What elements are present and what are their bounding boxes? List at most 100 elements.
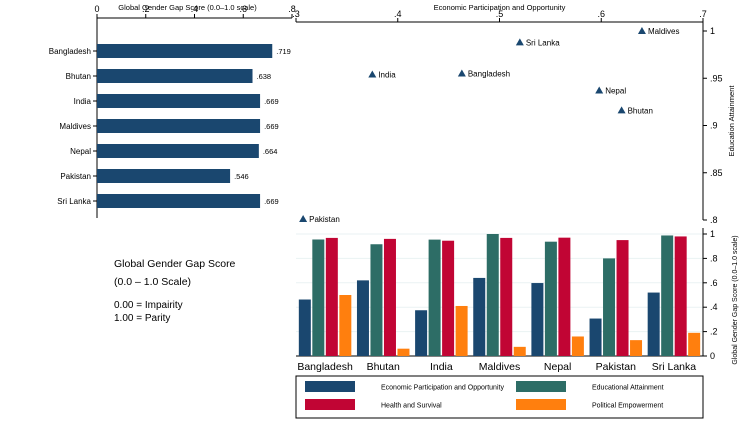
legend-swatch — [305, 381, 355, 392]
hbar-value-label: .669 — [264, 97, 279, 106]
group-bar — [674, 236, 687, 356]
hbar-value-label: .669 — [264, 122, 279, 131]
legend-swatch — [305, 399, 355, 410]
hbar-bar — [97, 44, 273, 58]
notes-line-1: 0.00 = Impairity — [114, 300, 183, 311]
legend-label: Educational Attainment — [592, 385, 664, 392]
scatter-point-label: Sri Lanka — [526, 38, 560, 47]
hbar-category-label: Pakistan — [60, 172, 91, 181]
hbar-category-label: Sri Lanka — [57, 197, 91, 206]
group-bar — [647, 292, 660, 356]
scatter-y-tick-label: .95 — [710, 73, 723, 83]
scatter-point — [457, 69, 466, 77]
scatter-point-label: Nepal — [605, 87, 626, 96]
group-bar — [397, 348, 410, 356]
scatter-point-label: Bhutan — [628, 106, 653, 115]
group-bar — [356, 280, 369, 356]
group-bar — [630, 340, 643, 356]
scatter-x-tick-label: .6 — [597, 9, 605, 19]
hbar-bar — [97, 94, 261, 108]
notes-panel: Global Gender Gap Score (0.0 – 1.0 Scale… — [114, 258, 235, 324]
group-bar — [531, 283, 544, 356]
hbar-x-tick-label: .8 — [288, 4, 296, 14]
scatter-x-tick-label: .5 — [496, 9, 504, 19]
scatter-point — [637, 27, 646, 34]
group-bar — [428, 239, 441, 356]
group-bar — [513, 346, 526, 356]
scatter-point — [617, 106, 626, 114]
scatter-point — [299, 215, 308, 223]
hbar-value-label: .719 — [276, 47, 291, 56]
hbar-category-label: Maldives — [59, 122, 91, 131]
hbar-bar — [97, 119, 261, 133]
group-bar — [616, 240, 629, 356]
hbar-bar — [97, 144, 259, 158]
hbar-category-label: India — [74, 97, 92, 106]
group-bar — [589, 318, 602, 356]
group-bar — [455, 305, 468, 356]
legend-label: Economic Participation and Opportunity — [381, 385, 504, 392]
hbar-x-tick-label: .6 — [239, 4, 247, 14]
legend-label: Health and Survival — [381, 403, 442, 410]
hbar-value-label: .664 — [263, 147, 278, 156]
legend-label: Political Empowerment — [592, 403, 663, 410]
group-category-label: Pakistan — [596, 361, 636, 373]
hbar-category-label: Bangladesh — [49, 47, 91, 56]
group-bar — [603, 258, 616, 356]
notes-line-2: 1.00 = Parity — [114, 313, 171, 324]
scatter-point — [595, 86, 604, 94]
group-bar — [661, 235, 674, 356]
hbar-value-label: .669 — [264, 197, 279, 206]
group-bar — [370, 244, 383, 356]
group-bar — [339, 295, 352, 356]
scatter-point-label: Pakistan — [309, 215, 340, 224]
hbar-bar — [97, 69, 253, 83]
scatter-y-tick-label: .8 — [710, 215, 718, 225]
scatter-plot-area — [296, 22, 703, 220]
group-bar — [415, 310, 428, 356]
group-bar — [473, 277, 486, 356]
group-y-tick-label: 0 — [710, 351, 715, 361]
hbar-category-label: Nepal — [70, 147, 91, 156]
group-y-tick-label: .6 — [710, 278, 718, 288]
group-bar — [312, 239, 325, 356]
group-bar — [442, 240, 455, 356]
scatter-point — [515, 38, 524, 46]
scatter-y-tick-label: .85 — [710, 168, 723, 178]
scatter-point-label: Bangladesh — [468, 70, 510, 79]
scatter-point-label: India — [378, 70, 396, 79]
scatter-y-title: Education Attainment — [727, 85, 736, 157]
scatter-point — [368, 70, 377, 78]
hbar-x-tick-label: .4 — [191, 4, 199, 14]
group-bar — [544, 241, 557, 356]
hbar-value-label: .638 — [257, 72, 272, 81]
group-y-tick-label: .4 — [710, 302, 718, 312]
group-category-label: Bhutan — [367, 361, 400, 373]
legend-swatch — [516, 399, 566, 410]
group-bar — [571, 336, 584, 356]
group-bar — [500, 237, 513, 356]
scatter-x-tick-label: .7 — [699, 9, 707, 19]
scatter-y-tick-label: .9 — [710, 121, 718, 131]
hbar-bar — [97, 194, 261, 208]
group-category-label: India — [430, 361, 453, 373]
scatter-point-label: Maldives — [648, 27, 680, 36]
scatter-x-tick-label: .3 — [292, 9, 300, 19]
hbar-title: Global Gender Gap Score (0.0–1.0 scale) — [118, 3, 257, 12]
hbar-category-label: Bhutan — [66, 72, 91, 81]
group-y-tick-label: 1 — [710, 229, 715, 239]
hbar-x-tick-label: 0 — [94, 4, 99, 14]
scatter-y-tick-label: 1 — [710, 26, 715, 36]
notes-scale: (0.0 – 1.0 Scale) — [114, 276, 192, 288]
scatter-x-title: Economic Participation and Opportunity — [434, 3, 566, 12]
notes-title: Global Gender Gap Score — [114, 258, 236, 270]
group-y-tick-label: .2 — [710, 327, 718, 337]
group-category-label: Maldives — [479, 361, 520, 373]
group-bar — [325, 237, 338, 356]
legend-box — [295, 375, 704, 419]
group-bar — [383, 238, 396, 356]
legend-swatch — [516, 381, 566, 392]
group-bar — [298, 299, 311, 356]
hbar-x-tick-label: .2 — [142, 4, 150, 14]
